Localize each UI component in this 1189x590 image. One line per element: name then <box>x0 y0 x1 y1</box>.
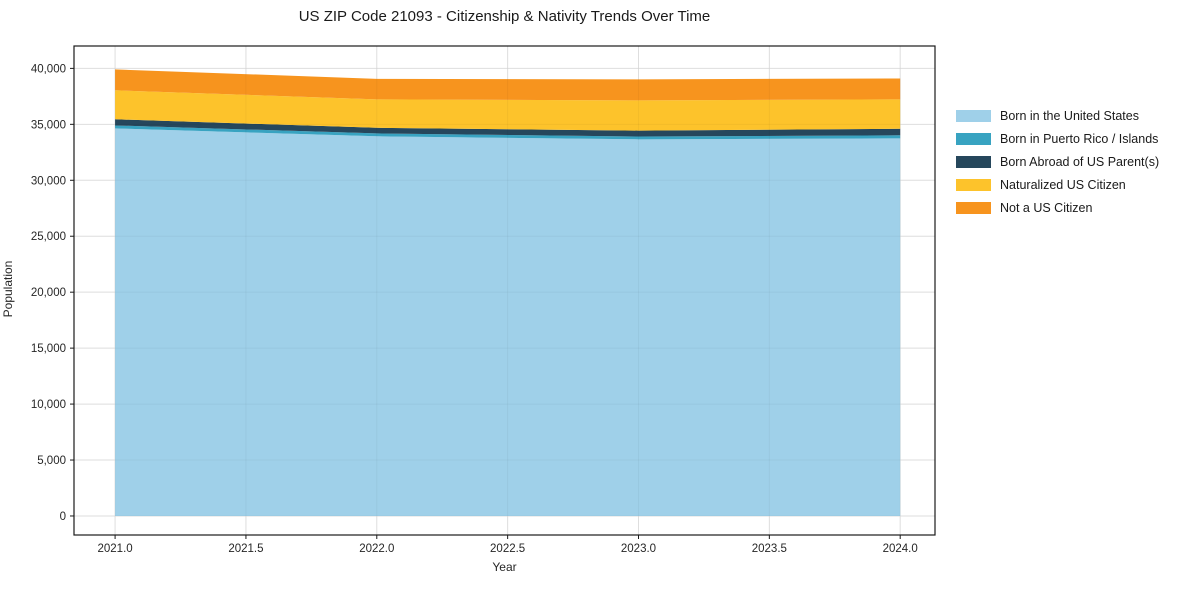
x-tick-label: 2022.0 <box>359 543 394 555</box>
area-naturalized-us-citizen <box>115 90 901 131</box>
y-tick-label: 0 <box>60 511 66 523</box>
legend-swatch <box>956 155 991 168</box>
area-not-a-us-citizen <box>115 69 901 101</box>
legend-label: Born in the United States <box>1000 108 1139 123</box>
legend: Born in the United States Born in Puerto … <box>956 104 1159 219</box>
y-tick-label: 10,000 <box>31 399 66 411</box>
area-born-abroad-of-us-parent-s <box>115 119 901 137</box>
legend-label: Naturalized US Citizen <box>1000 177 1126 192</box>
x-tick-label: 2023.0 <box>621 543 656 555</box>
chart-title: US ZIP Code 21093 - Citizenship & Nativi… <box>298 8 711 25</box>
area-born-in-the-united-states <box>115 128 901 516</box>
x-axis-label: Year <box>492 560 517 574</box>
legend-swatch <box>956 201 991 214</box>
legend-swatch <box>956 109 991 122</box>
legend-label: Not a US Citizen <box>1000 200 1093 215</box>
y-tick-label: 25,000 <box>31 231 66 243</box>
legend-swatch <box>956 132 991 145</box>
area-born-in-puerto-rico-islands <box>115 125 901 140</box>
legend-item: Born in Puerto Rico / Islands <box>956 127 1159 150</box>
y-tick-label: 35,000 <box>31 119 66 131</box>
y-tick-label: 40,000 <box>31 63 66 75</box>
y-tick-label: 15,000 <box>31 343 66 355</box>
x-tick-label: 2021.5 <box>228 543 263 555</box>
x-tick-label: 2021.0 <box>97 543 132 555</box>
y-tick-label: 30,000 <box>31 175 66 187</box>
plot-border <box>73 45 936 536</box>
legend-label: Born in Puerto Rico / Islands <box>1000 131 1159 146</box>
legend-swatch <box>956 178 991 191</box>
legend-item: Not a US Citizen <box>956 196 1159 219</box>
legend-item: Naturalized US Citizen <box>956 173 1159 196</box>
y-tick-label: 20,000 <box>31 287 66 299</box>
legend-item: Born Abroad of US Parent(s) <box>956 150 1159 173</box>
x-tick-label: 2024.0 <box>883 543 918 555</box>
legend-item: Born in the United States <box>956 104 1159 127</box>
x-tick-label: 2022.5 <box>490 543 525 555</box>
legend-label: Born Abroad of US Parent(s) <box>1000 154 1160 169</box>
x-tick-label: 2023.5 <box>752 543 787 555</box>
y-tick-label: 5,000 <box>37 455 66 467</box>
